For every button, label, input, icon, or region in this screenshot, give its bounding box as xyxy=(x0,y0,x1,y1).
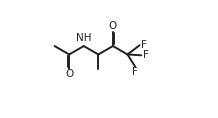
Text: O: O xyxy=(109,21,117,31)
Text: F: F xyxy=(143,50,149,60)
Text: O: O xyxy=(65,69,73,79)
Text: F: F xyxy=(141,40,147,50)
Text: F: F xyxy=(132,67,138,77)
Text: NH: NH xyxy=(76,33,92,43)
